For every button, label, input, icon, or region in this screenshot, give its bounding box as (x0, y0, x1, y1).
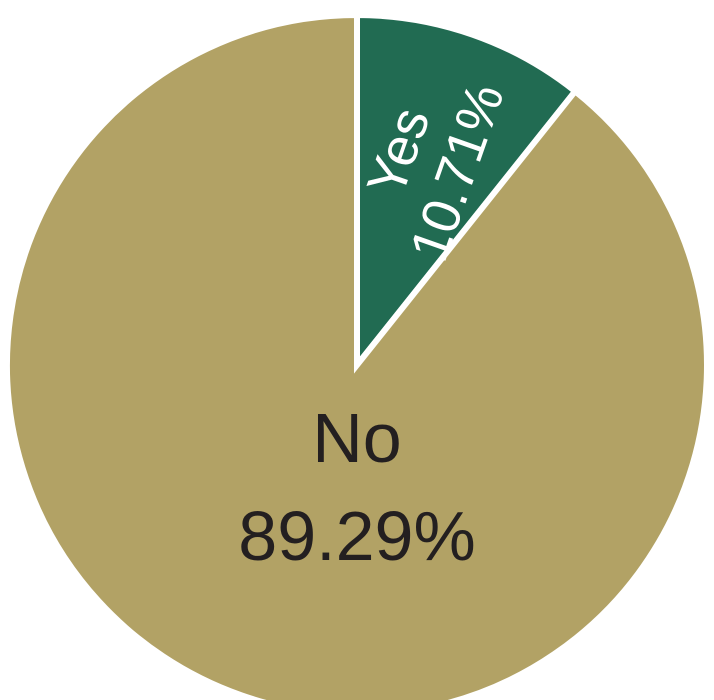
pie-slices (4, 11, 710, 700)
pie-slice-no (4, 11, 710, 700)
slice-label-no: No 89.29% (238, 399, 475, 575)
slice-label-name: No (312, 399, 401, 477)
pie-slice-yes (354, 11, 580, 374)
slice-label-value: 89.29% (238, 497, 475, 575)
